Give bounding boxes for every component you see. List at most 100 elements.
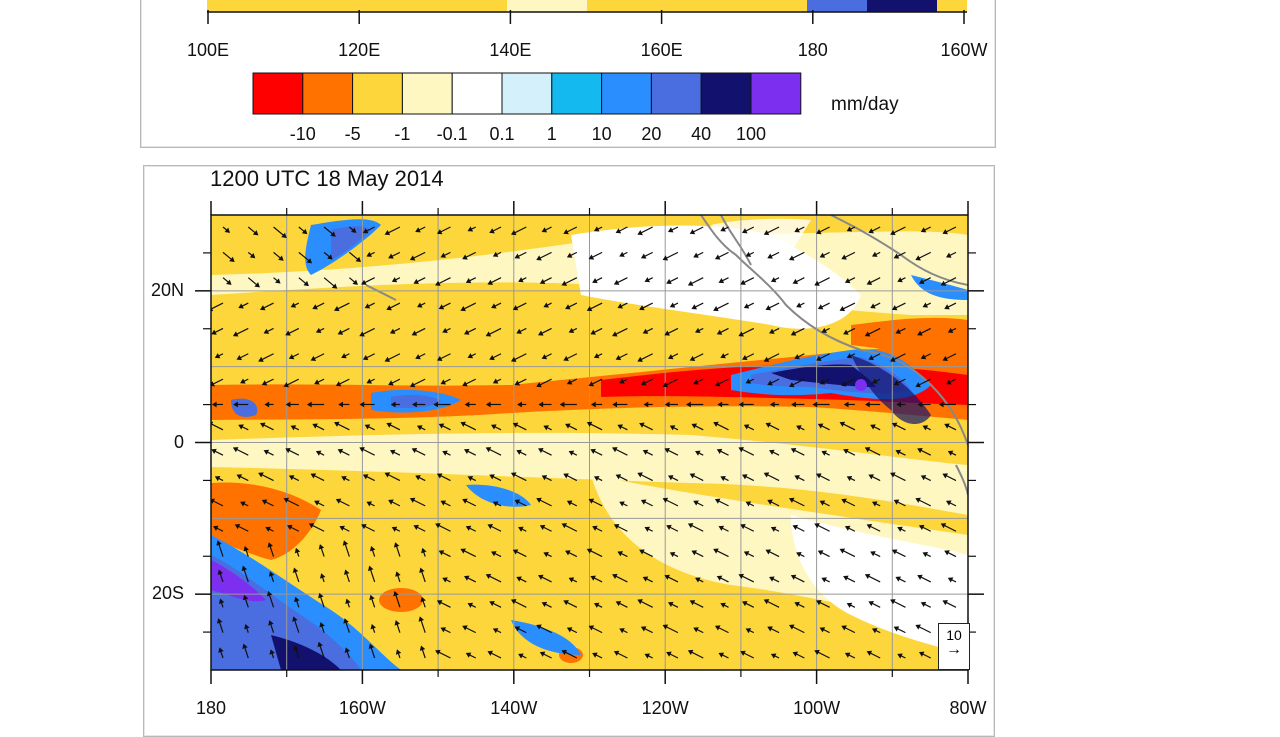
wind-vector-head [269, 649, 275, 655]
wind-vector-head [946, 379, 952, 385]
wind-vector-head [790, 447, 797, 454]
wind-vector-head [720, 353, 726, 359]
wind-vector-head [843, 401, 849, 408]
colorbar-swatch [501, 72, 553, 115]
wind-vector-head [590, 575, 596, 581]
wind-vector-head [485, 401, 491, 408]
wind-vector-head [226, 279, 232, 285]
wind-vector-head [767, 253, 773, 259]
wind-vector-head [891, 305, 898, 311]
wind-vector-head [294, 547, 301, 554]
wind-vector-head [229, 256, 235, 263]
wind-vector-head [642, 449, 649, 455]
wind-vector-head [796, 552, 802, 558]
wind-vector-head [561, 523, 568, 529]
precipitation-wind-map [210, 214, 969, 671]
wind-vector-head [790, 330, 797, 336]
wind-vector-head [240, 501, 246, 507]
wind-vector-head [687, 649, 694, 656]
wind-vector-head [539, 651, 546, 657]
wind-vector-head [738, 447, 744, 453]
wind-vector-head [788, 382, 795, 388]
wind-vector-head [586, 421, 593, 427]
wind-vector-head [369, 545, 376, 552]
wind-vector-head [613, 650, 620, 656]
wind-vector-head [294, 596, 300, 603]
wind-vector-head [240, 378, 246, 384]
wind-vector-head [770, 653, 777, 659]
wind-vector-head [947, 327, 954, 333]
wind-vector-head [355, 256, 362, 263]
wind-vector-head [619, 251, 625, 257]
wind-vector-head [588, 625, 595, 631]
wind-vector-head [259, 422, 266, 428]
wind-vector-head [718, 652, 725, 658]
wind-vector-head [568, 327, 575, 333]
wind-vector-head [866, 524, 873, 530]
wind-vector-head [662, 382, 669, 388]
colorbar-label: 40 [691, 124, 712, 144]
wind-vector-head [442, 450, 448, 456]
wind-vector-head [896, 401, 902, 408]
wind-vector-head [283, 497, 290, 503]
wind-vector-head [713, 421, 719, 427]
wind-vector-head [258, 472, 264, 478]
wind-vector-head [689, 355, 696, 361]
wind-vector-head [462, 381, 468, 387]
wind-vector-head [536, 497, 542, 503]
wind-vector-head [871, 251, 878, 257]
wind-vector-head [440, 627, 447, 633]
wind-vector-head [846, 226, 853, 232]
wind-vector-head [464, 401, 470, 408]
wind-vector-head [308, 523, 315, 529]
wind-vector-head [590, 448, 596, 454]
wind-vector-head [261, 380, 268, 386]
wind-vector-head [893, 380, 900, 386]
colorbar-swatch [352, 72, 403, 115]
wind-vector-head [763, 356, 770, 362]
wind-vector-head [243, 545, 249, 552]
wind-vector-head [895, 328, 902, 334]
wind-vector-head [485, 331, 492, 337]
wind-vector-head [817, 550, 824, 556]
wind-vector-head [821, 327, 827, 333]
wind-vector-head [644, 277, 651, 283]
wind-vector-head [409, 255, 416, 261]
main-lat-label: 20N [150, 279, 184, 300]
top-lon-label: 100E [186, 40, 230, 60]
wind-vector-head [586, 548, 593, 554]
wind-vector-head [334, 306, 340, 312]
wind-vector-head [465, 525, 472, 531]
wind-vector-head [391, 526, 398, 532]
wind-vector-head [315, 450, 322, 456]
wind-vector-head [839, 306, 846, 312]
wind-vector-head [713, 548, 719, 554]
wind-vector-head [388, 380, 394, 386]
wind-vector-head [792, 524, 799, 531]
wind-vector-head [417, 425, 423, 431]
wind-vector-head [485, 573, 492, 579]
wind-vector-head [593, 226, 600, 232]
wind-vector-head [846, 353, 853, 359]
wind-vector-head [718, 525, 725, 531]
wind-vector-head [947, 450, 954, 456]
wind-vector-head [841, 381, 847, 387]
wind-vector-head [467, 475, 474, 482]
wind-vector-head [261, 499, 268, 505]
wind-vector-head [639, 305, 645, 311]
wind-vector-head [516, 449, 522, 455]
wind-vector-head [512, 305, 519, 311]
wind-vector-head [770, 526, 777, 532]
wind-vector-head [538, 330, 544, 336]
wind-vector-head [341, 353, 347, 359]
wind-vector-head [917, 330, 923, 336]
wind-vector-head [364, 303, 371, 309]
wind-vector-head [693, 627, 699, 633]
wind-vector-head [693, 252, 699, 258]
wind-vector-head [462, 254, 468, 260]
wind-vector-head [510, 472, 517, 478]
wind-vector-head [438, 423, 445, 429]
wind-vector-head [413, 278, 419, 285]
wind-vector-head [412, 401, 417, 408]
wind-vector-head [218, 647, 224, 653]
